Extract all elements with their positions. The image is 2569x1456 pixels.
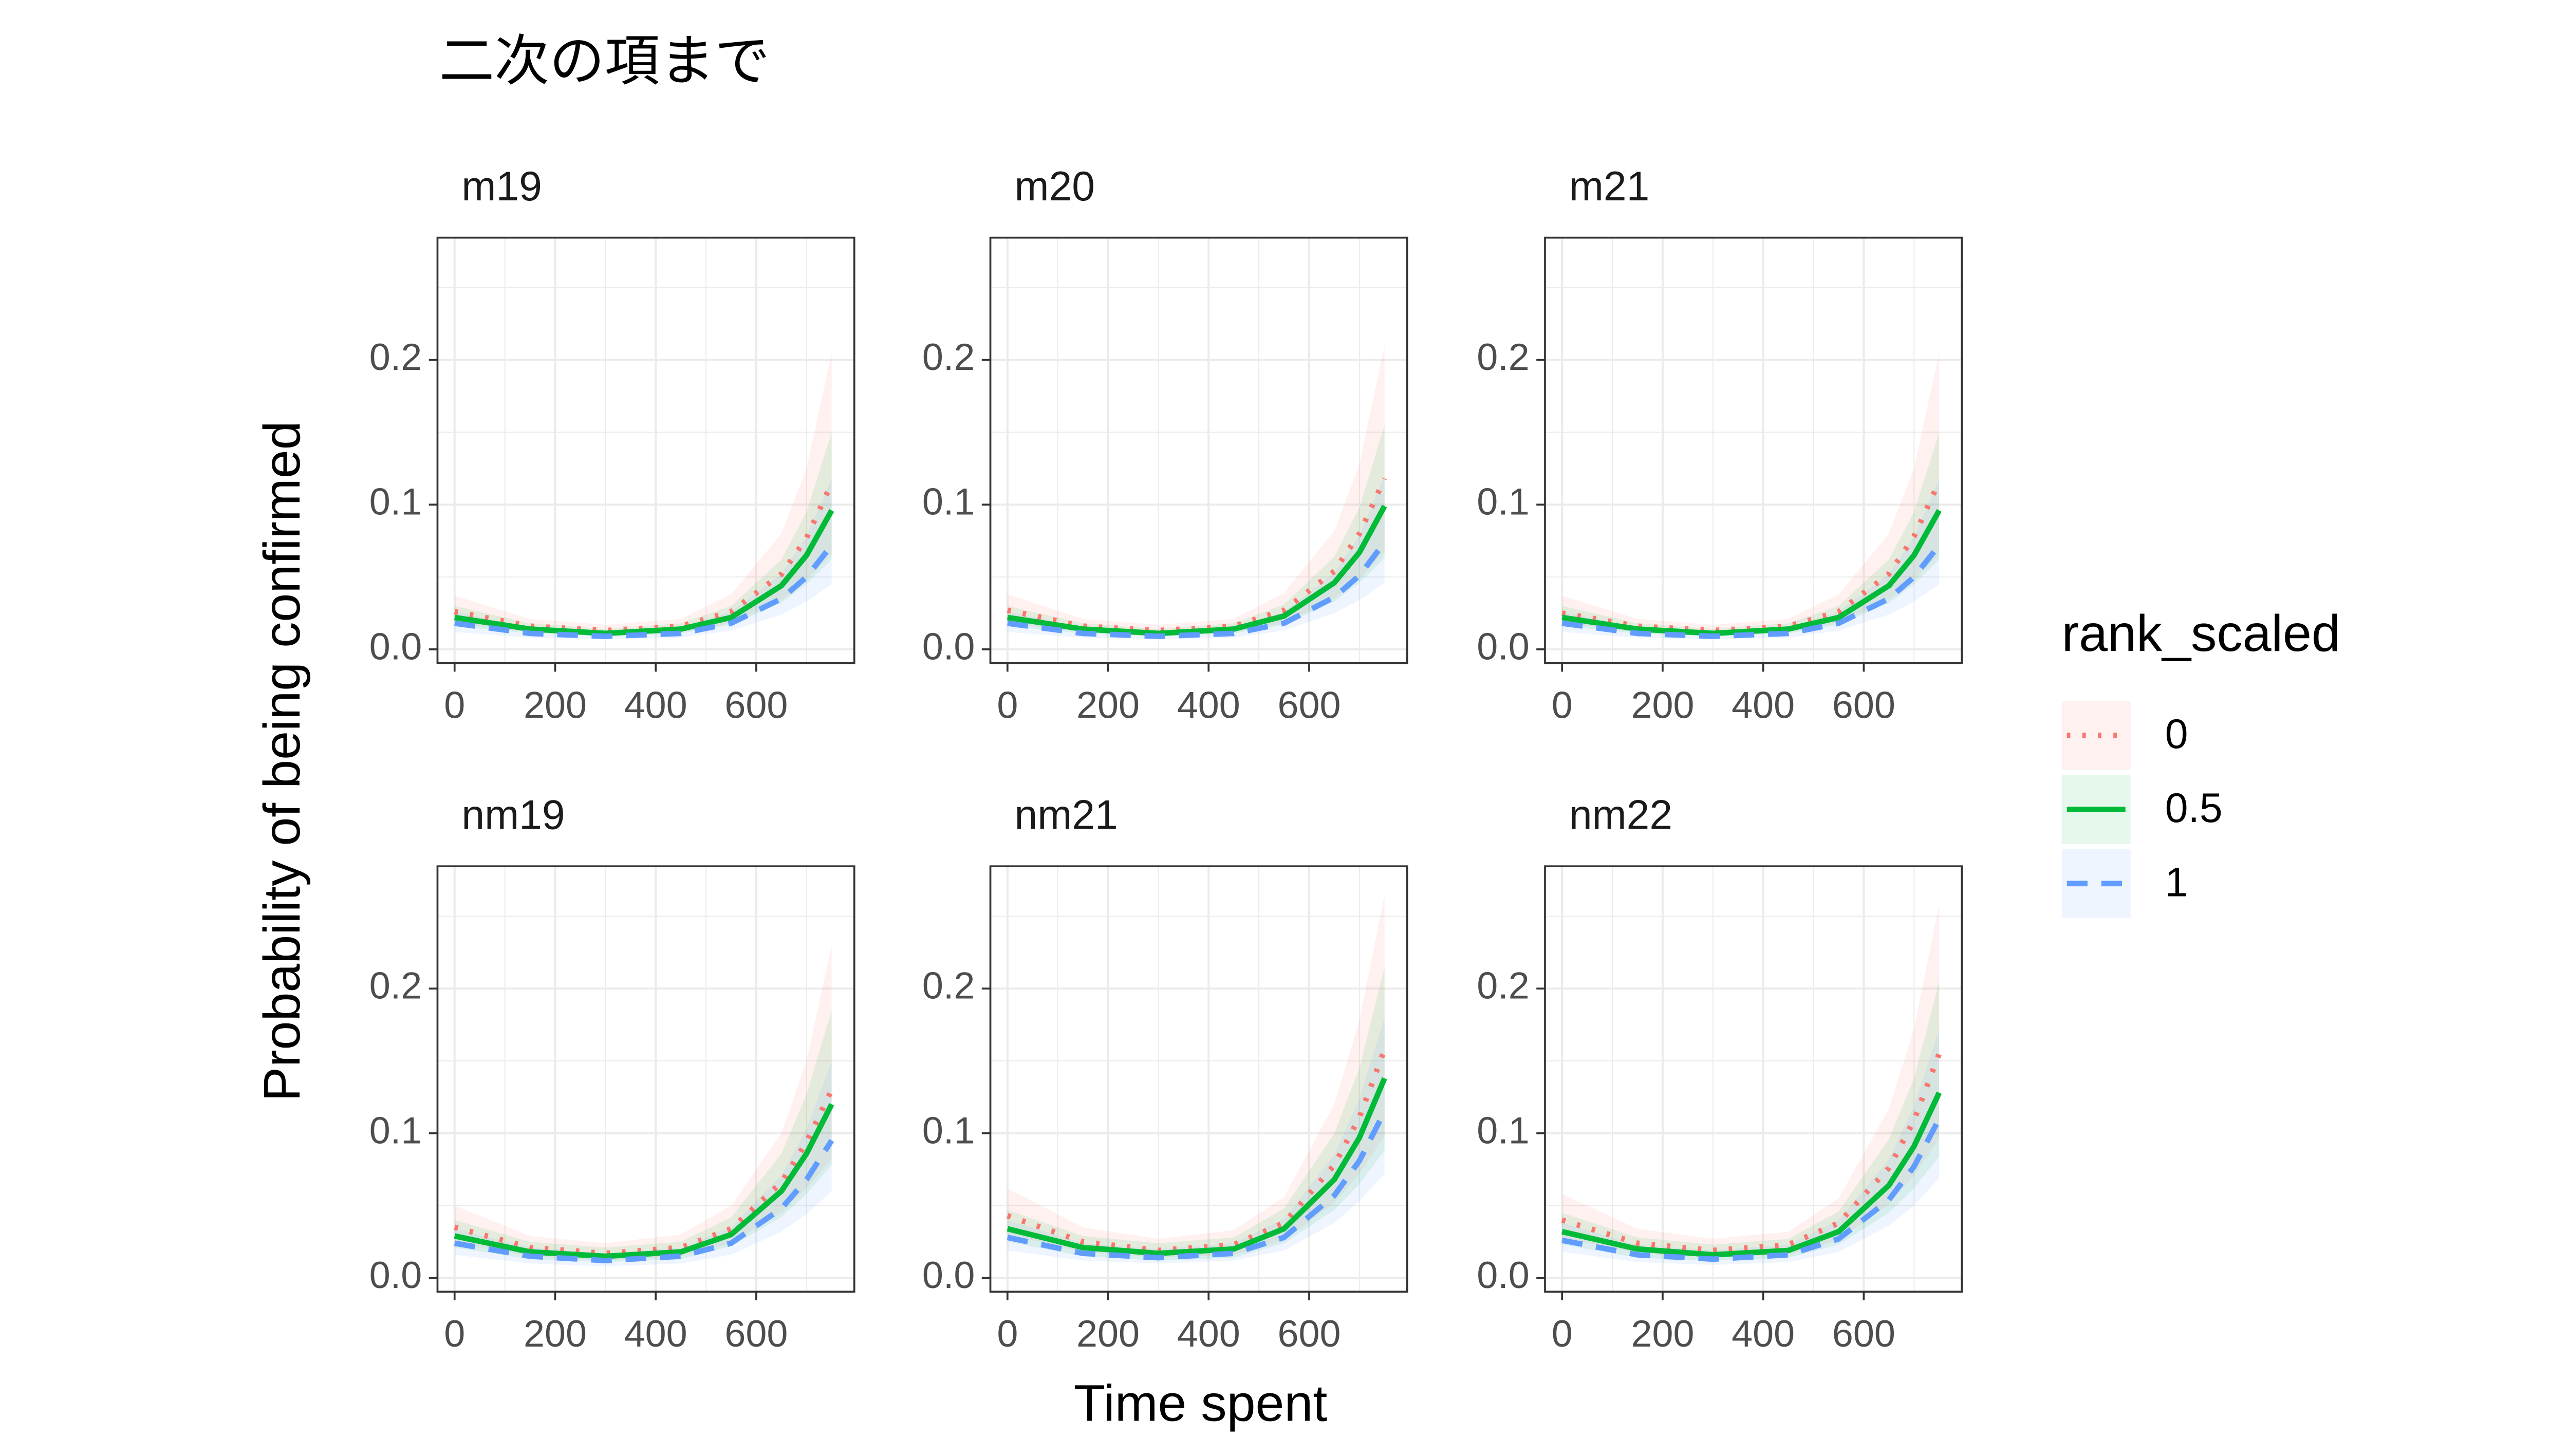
series-line (1561, 1053, 1942, 1254)
series-line (1561, 509, 1942, 637)
y-tick-label: 0.1 (922, 480, 975, 523)
series-line (454, 1138, 834, 1264)
y-tick-label: 0.0 (369, 1254, 422, 1296)
confidence-ribbon (1562, 981, 1940, 1261)
panel-border (1544, 236, 1963, 664)
series-line (1561, 543, 1942, 639)
x-tick-label: 200 (1631, 1312, 1694, 1355)
confidence-ribbon (1562, 904, 1940, 1258)
facet-label: m20 (1014, 163, 1094, 210)
x-tick-label: 200 (524, 1312, 587, 1355)
y-tick-label: 0.0 (922, 1254, 975, 1296)
x-tick-label: 600 (724, 683, 788, 726)
confidence-ribbon (454, 945, 832, 1261)
y-tick-label: 0.0 (369, 625, 422, 667)
confidence-ribbon (1562, 432, 1940, 637)
legend-label: 0 (2165, 711, 2188, 757)
confidence-ribbon (1007, 894, 1385, 1258)
legend-label: 0.5 (2165, 785, 2223, 831)
confidence-ribbon (454, 1010, 832, 1262)
x-tick-label: 400 (624, 1312, 687, 1355)
panel-border (436, 236, 855, 664)
y-tick-label: 0.1 (1477, 480, 1530, 523)
x-axis-label: Time spent (1074, 1374, 1328, 1432)
series-line (1561, 1091, 1942, 1258)
panel-background (990, 866, 1407, 1292)
panel-border (436, 865, 855, 1293)
panel-border (1544, 865, 1963, 1293)
series-line (1007, 540, 1387, 639)
y-tick-label: 0.0 (922, 625, 975, 667)
y-tick-label: 0.1 (369, 480, 422, 523)
x-tick-label: 0 (1552, 1312, 1573, 1355)
legend-key (2061, 701, 2131, 770)
x-tick-label: 600 (1277, 1312, 1341, 1355)
y-axis-label: Probability of being confirmed (253, 421, 311, 1102)
x-tick-label: 600 (1832, 1312, 1895, 1355)
confidence-ribbon (454, 432, 832, 637)
x-tick-label: 0 (444, 1312, 465, 1355)
x-tick-label: 0 (444, 683, 465, 726)
x-tick-label: 600 (724, 1312, 788, 1355)
series-line (1007, 1110, 1387, 1261)
y-tick-label: 0.0 (1477, 625, 1530, 667)
x-tick-label: 400 (1732, 683, 1795, 726)
panel-border (989, 236, 1408, 664)
x-tick-label: 600 (1832, 683, 1895, 726)
x-tick-label: 400 (624, 683, 687, 726)
y-tick-label: 0.1 (922, 1109, 975, 1151)
series-line (454, 543, 834, 639)
series-line (454, 1103, 834, 1259)
facet-label: nm19 (461, 792, 565, 838)
facet-label: nm22 (1569, 792, 1672, 838)
x-tick-label: 200 (524, 683, 587, 726)
y-tick-label: 0.1 (369, 1109, 422, 1151)
legend-label: 1 (2165, 859, 2188, 905)
y-tick-label: 0.2 (369, 335, 422, 378)
x-tick-label: 400 (1177, 683, 1240, 726)
x-tick-label: 0 (997, 683, 1018, 726)
series-line (1561, 1117, 1942, 1262)
y-tick-label: 0.2 (1477, 335, 1530, 378)
panel-background (437, 866, 854, 1292)
y-tick-label: 0.2 (922, 335, 975, 378)
confidence-ribbon (1007, 966, 1385, 1261)
x-tick-label: 0 (997, 1312, 1018, 1355)
y-tick-label: 0.2 (369, 964, 422, 1007)
series-line (454, 509, 834, 637)
confidence-ribbon (1007, 425, 1385, 637)
y-tick-label: 0.2 (922, 964, 975, 1007)
facet-label: m19 (461, 163, 542, 210)
chart-title: 二次の項まで (439, 30, 770, 92)
y-tick-label: 0.1 (1477, 1109, 1530, 1151)
x-tick-label: 400 (1732, 1312, 1795, 1355)
x-tick-label: 600 (1277, 683, 1341, 726)
panel-border (989, 865, 1408, 1293)
x-tick-label: 200 (1076, 683, 1140, 726)
y-tick-label: 0.0 (1477, 1254, 1530, 1296)
x-tick-label: 0 (1552, 683, 1573, 726)
facet-label: m21 (1569, 163, 1649, 210)
panel-background (437, 237, 854, 663)
x-tick-label: 400 (1177, 1312, 1240, 1355)
x-tick-label: 200 (1076, 1312, 1140, 1355)
series-line (1007, 1077, 1387, 1256)
panel-background (990, 237, 1407, 663)
facet-label: nm21 (1014, 792, 1118, 838)
panel-background (1544, 866, 1962, 1292)
series-line (1007, 505, 1387, 637)
panel-background (1544, 237, 1962, 663)
x-tick-label: 200 (1631, 683, 1694, 726)
legend-title: rank_scaled (2062, 605, 2340, 662)
y-tick-label: 0.2 (1477, 964, 1530, 1007)
